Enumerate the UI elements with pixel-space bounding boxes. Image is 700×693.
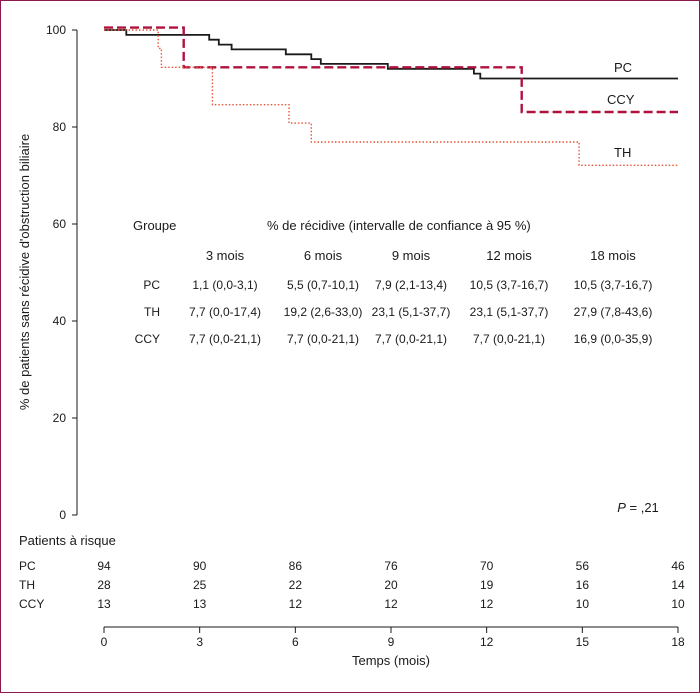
table-cell: 27,9 (7,8-43,6) [574, 305, 653, 319]
at-risk-value: 76 [384, 559, 398, 573]
at-risk-group: PC [19, 559, 36, 573]
series-label-th: TH [614, 145, 631, 160]
at-risk-value: 12 [384, 597, 398, 611]
table-col-header: 3 mois [206, 248, 245, 263]
table-cell: 5,5 (0,7-10,1) [287, 278, 359, 292]
at-risk-value: 20 [384, 578, 398, 592]
series-line-pc [104, 29, 678, 80]
table-cell: 7,7 (0,0-21,1) [375, 332, 447, 346]
y-ticks: 0 20 40 60 80 100 [46, 23, 77, 522]
at-risk-value: 12 [480, 597, 494, 611]
at-risk-value: 86 [289, 559, 303, 573]
x-tick-label: 18 [671, 635, 685, 649]
at-risk-table: PC 94 90 86 76 70 56 46 TH 28 25 22 20 19 16 14 CCY 13 13 1… [19, 559, 685, 611]
table-cell: 23,1 (5,1-37,7) [372, 305, 451, 319]
x-tick-label: 0 [101, 635, 108, 649]
table-row-group: PC [143, 278, 160, 292]
table-row-group: TH [144, 305, 160, 319]
at-risk-value: 13 [193, 597, 207, 611]
at-risk-value: 19 [480, 578, 494, 592]
table-cell: 1,1 (0,0-3,1) [192, 278, 257, 292]
y-axis-label: % de patients sans récidive d'obstructio… [17, 134, 32, 410]
y-tick-label: 0 [59, 508, 66, 522]
at-risk-value: 28 [97, 578, 111, 592]
y-tick-label: 80 [53, 120, 67, 134]
p-value: P = ,21 [617, 500, 659, 515]
y-tick-label: 40 [53, 314, 67, 328]
table-cell: 7,9 (2,1-13,4) [375, 278, 447, 292]
table-col-header: 18 mois [590, 248, 636, 263]
series-line-ccy [104, 26, 678, 114]
table-col-header: 6 mois [304, 248, 343, 263]
table-cell: 23,1 (5,1-37,7) [470, 305, 549, 319]
y-tick-label: 100 [46, 23, 66, 37]
table-header-group: Groupe [133, 218, 176, 233]
y-tick-label: 60 [53, 217, 67, 231]
x-tick-label: 9 [388, 635, 395, 649]
series-label-ccy: CCY [607, 92, 635, 107]
at-risk-value: 12 [289, 597, 303, 611]
at-risk-value: 10 [576, 597, 590, 611]
survival-curves [104, 26, 678, 166]
series-line-th [104, 29, 678, 166]
table-cell: 7,7 (0,0-21,1) [287, 332, 359, 346]
at-risk-group: TH [19, 578, 35, 592]
x-ticks: 0 3 6 9 12 15 18 [101, 627, 685, 649]
series-label-pc: PC [614, 60, 632, 75]
x-axis-label: Temps (mois) [352, 653, 430, 668]
at-risk-value: 10 [671, 597, 685, 611]
at-risk-value: 13 [97, 597, 111, 611]
at-risk-value: 16 [576, 578, 590, 592]
recurrence-table: 3 mois 6 mois 9 mois 12 mois 18 mois PC 1,1 (0… [135, 248, 653, 346]
table-cell: 19,2 (2,6-33,0) [284, 305, 363, 319]
at-risk-value: 22 [289, 578, 303, 592]
at-risk-value: 56 [576, 559, 590, 573]
table-col-header: 12 mois [486, 248, 532, 263]
table-cell: 10,5 (3,7-16,7) [574, 278, 653, 292]
x-tick-label: 6 [292, 635, 299, 649]
table-col-header: 9 mois [392, 248, 431, 263]
table-cell: 10,5 (3,7-16,7) [470, 278, 549, 292]
at-risk-value: 46 [671, 559, 685, 573]
x-tick-label: 3 [196, 635, 203, 649]
y-tick-label: 20 [53, 411, 67, 425]
at-risk-value: 14 [671, 578, 685, 592]
at-risk-group: CCY [19, 597, 44, 611]
at-risk-value: 90 [193, 559, 207, 573]
p-value-symbol: P [617, 500, 626, 515]
x-tick-label: 12 [480, 635, 494, 649]
table-cell: 16,9 (0,0-35,9) [574, 332, 653, 346]
p-value-text: = ,21 [626, 500, 659, 515]
at-risk-title: Patients à risque [19, 533, 116, 548]
at-risk-value: 25 [193, 578, 207, 592]
at-risk-value: 70 [480, 559, 494, 573]
table-row-group: CCY [135, 332, 160, 346]
at-risk-value: 94 [97, 559, 111, 573]
x-tick-label: 15 [576, 635, 590, 649]
table-cell: 7,7 (0,0-21,1) [189, 332, 261, 346]
table-cell: 7,7 (0,0-21,1) [473, 332, 545, 346]
table-cell: 7,7 (0,0-17,4) [189, 305, 261, 319]
table-header-title: % de récidive (intervalle de confiance à… [267, 218, 531, 233]
